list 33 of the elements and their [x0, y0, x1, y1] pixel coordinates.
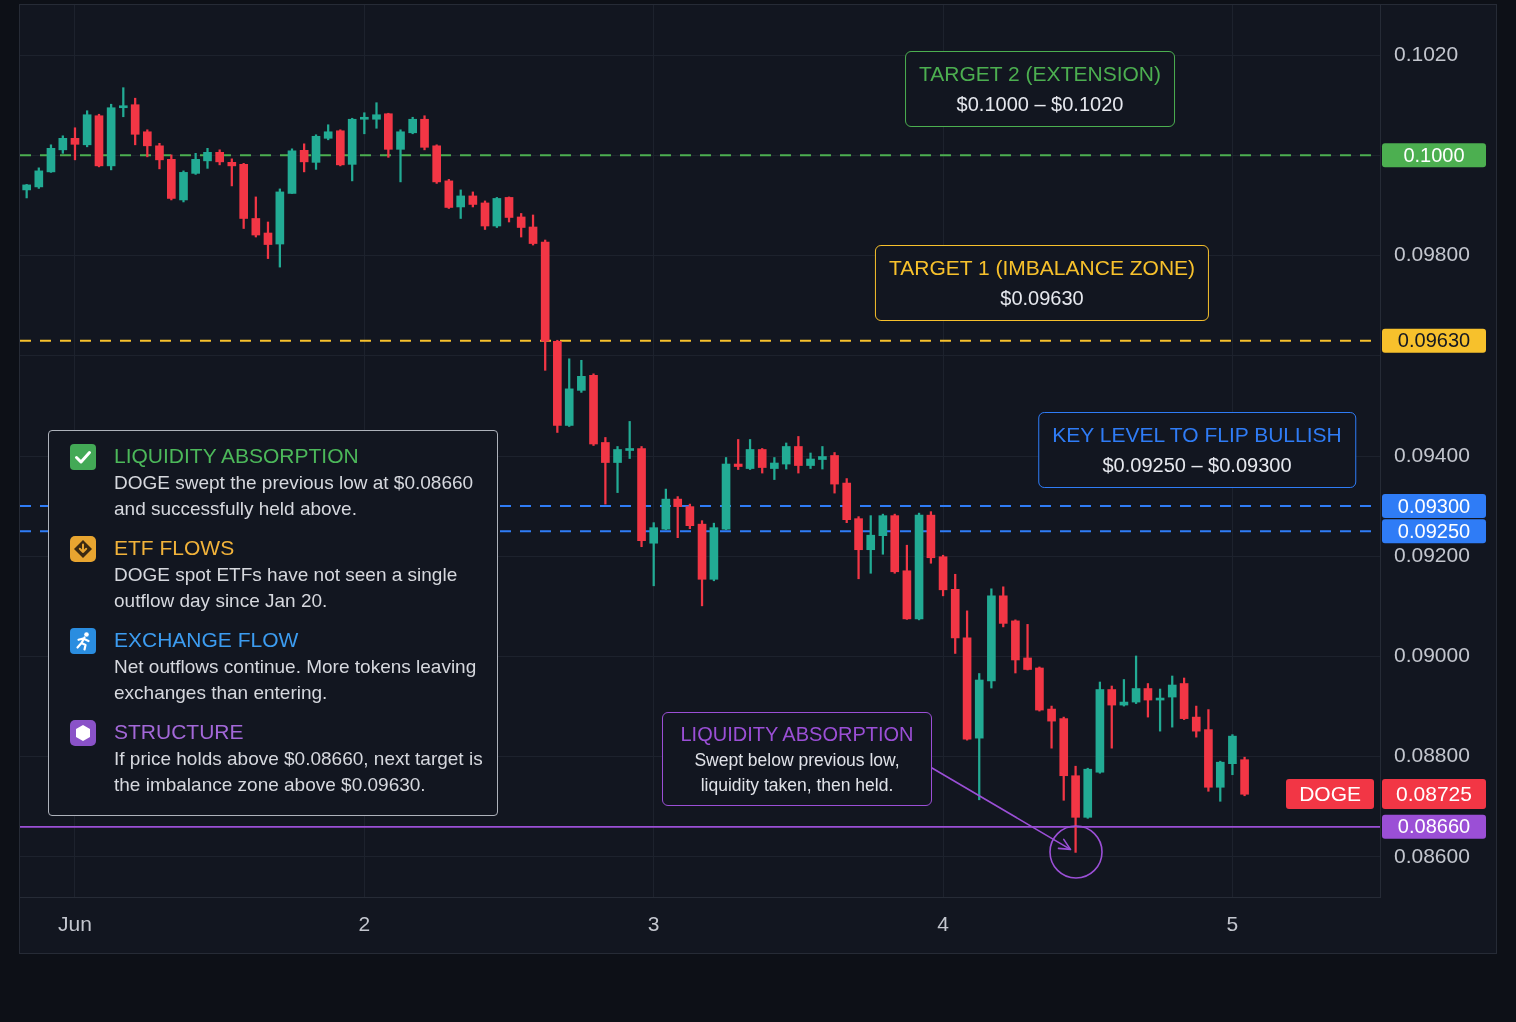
x-tick-label: 5 — [1226, 912, 1239, 936]
candlestick — [1047, 705, 1056, 749]
annotation: TARGET 1 (IMBALANCE ZONE) $0.09630 — [888, 254, 1196, 311]
annotation: EXCHANGE FLOW Net outflows continue. More tokens leaving exchanges than entering. — [114, 627, 478, 705]
annotation: STRUCTURE If price holds above $0.08660, next target is the imbalance zone above $0.09630. — [114, 719, 484, 797]
candlestick — [1023, 624, 1032, 671]
y-tick-label: 0.09000 — [1394, 643, 1470, 667]
annotation: LIQUIDITY ABSORPTION Swept below previous low, liquidity taken, then held. — [679, 722, 915, 797]
ref-line-label: 0.09250 — [1397, 519, 1471, 542]
y-tick-label: 0.09800 — [1394, 242, 1470, 266]
annotation: DOGE — [1286, 779, 1374, 810]
annotation: LIQUIDITY ABSORPTION DOGE swept the previous low at $0.08660 and successfully held above. — [114, 443, 475, 521]
ref-line-label: 0.09630 — [1397, 329, 1471, 352]
candlestick — [818, 446, 827, 470]
candlestick — [372, 102, 381, 129]
ref-line-label: 0.09300 — [1397, 494, 1471, 517]
ref-line-label: 0.08660 — [1397, 815, 1471, 838]
ref-line-label: 0.1000 — [1403, 143, 1465, 166]
text: 0.08725 — [1382, 779, 1486, 810]
candlestick — [601, 437, 610, 505]
y-tick-label: 0.08800 — [1394, 743, 1470, 767]
annotation: KEY LEVEL TO FLIP BULLISH $0.09250 – $0.09300 — [1052, 422, 1342, 479]
candlestick — [613, 446, 622, 493]
x-tick-label: 2 — [358, 912, 371, 936]
y-tick-label: 0.08600 — [1394, 843, 1470, 867]
x-tick-label: Jun — [58, 912, 92, 936]
x-tick-label: 4 — [937, 912, 950, 936]
y-tick-label: 0.1020 — [1394, 41, 1459, 65]
annotation: ETF FLOWS DOGE spot ETFs have not seen a single outflow day since Jan 20. — [114, 535, 459, 613]
y-tick-label: 0.09200 — [1394, 543, 1470, 567]
x-tick-label: 3 — [647, 912, 660, 936]
y-tick-label: 0.09400 — [1394, 442, 1470, 466]
annotation: TARGET 2 (EXTENSION) $0.1000 – $0.1020 — [919, 61, 1161, 118]
